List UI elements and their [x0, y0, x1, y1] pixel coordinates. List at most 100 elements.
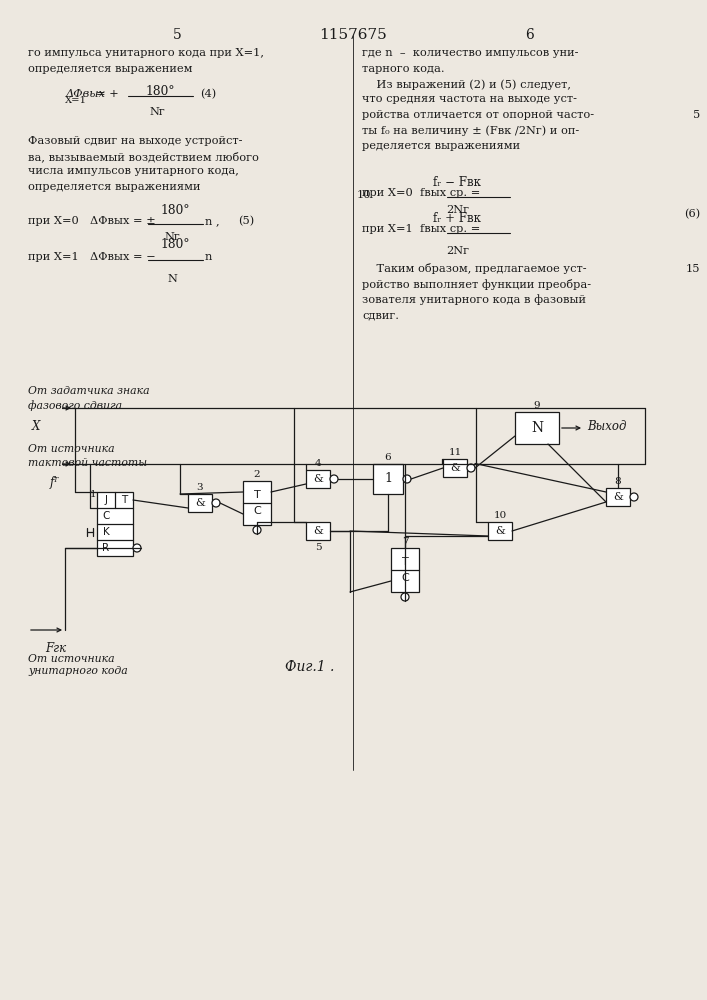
Text: 7: 7 [402, 537, 409, 546]
Text: &: & [495, 526, 505, 536]
Text: 6: 6 [385, 453, 391, 462]
Text: при X=0: при X=0 [362, 188, 413, 198]
Text: &: & [613, 492, 623, 502]
Circle shape [630, 493, 638, 501]
Text: при X=0: при X=0 [28, 216, 78, 226]
Text: Фиг.1 .: Фиг.1 . [286, 660, 334, 674]
Text: сдвиг.: сдвиг. [362, 310, 399, 320]
Text: Из выражений (2) и (5) следует,: Из выражений (2) и (5) следует, [362, 79, 571, 90]
Text: fᵀ: fᵀ [50, 476, 59, 489]
Text: = +: = + [96, 89, 119, 99]
Text: ΔΦвых: ΔΦвых [65, 89, 105, 99]
Text: ΔΦвых = −: ΔΦвых = − [90, 252, 156, 262]
Text: 2: 2 [254, 470, 260, 479]
Text: n ,: n , [205, 216, 220, 226]
Text: унитарного кода: унитарного кода [28, 666, 128, 676]
Text: X: X [32, 420, 40, 433]
Bar [488, 522, 512, 540]
Text: Fгк: Fгк [45, 642, 66, 655]
Text: T: T [402, 557, 409, 567]
Text: где n  –  количество импульсов уни-: где n – количество импульсов уни- [362, 48, 578, 58]
Bar [515, 412, 559, 444]
Bar [306, 470, 330, 488]
Text: ройство выполняет функции преобра-: ройство выполняет функции преобра- [362, 279, 591, 290]
Text: 8: 8 [614, 477, 621, 486]
Text: числа импульсов унитарного кода,: числа импульсов унитарного кода, [28, 166, 239, 176]
Text: 5: 5 [315, 543, 321, 552]
Text: ты f₀ на величину ± (Fвк /2Nг) и оп-: ты f₀ на величину ± (Fвк /2Nг) и оп- [362, 125, 579, 136]
Text: Фазовый сдвиг на выходе устройст-: Фазовый сдвиг на выходе устройст- [28, 135, 243, 145]
Text: ределяется выражениями: ределяется выражениями [362, 141, 520, 151]
Text: C: C [253, 506, 261, 516]
Text: &: & [195, 498, 205, 508]
Text: От задатчика знака: От задатчика знака [28, 386, 150, 396]
Circle shape [253, 526, 261, 534]
Text: 10: 10 [357, 190, 371, 200]
Text: Таким образом, предлагаемое уст-: Таким образом, предлагаемое уст- [362, 263, 587, 274]
Text: N: N [167, 273, 177, 284]
Text: (5): (5) [238, 216, 255, 226]
Bar [243, 481, 271, 525]
Text: 2Nг: 2Nг [447, 205, 469, 215]
Text: K: K [103, 527, 110, 537]
Text: 9: 9 [534, 401, 540, 410]
Text: фазового сдвига: фазового сдвига [28, 400, 122, 411]
Text: 6: 6 [525, 28, 534, 42]
Text: fвых ср. =: fвых ср. = [420, 188, 480, 198]
Bar [443, 459, 467, 477]
Text: 180°: 180° [160, 204, 189, 217]
Text: (6): (6) [684, 209, 700, 219]
Text: 10: 10 [493, 511, 507, 520]
Text: 1: 1 [90, 490, 96, 499]
Text: От источника: От источника [28, 444, 115, 454]
Text: C: C [103, 511, 110, 521]
Text: 4: 4 [315, 459, 321, 468]
Text: fвых ср. =: fвых ср. = [420, 225, 480, 234]
Text: 5: 5 [693, 110, 700, 120]
Circle shape [401, 593, 409, 601]
Bar [606, 488, 630, 506]
Text: От источника: От источника [28, 654, 115, 664]
Text: го импульса унитарного кода при X=1,: го импульса унитарного кода при X=1, [28, 48, 264, 58]
Text: ройства отличается от опорной часто-: ройства отличается от опорной часто- [362, 110, 594, 120]
Text: N: N [531, 421, 543, 435]
Circle shape [212, 499, 220, 507]
Text: Выход: Выход [587, 420, 626, 432]
Text: 1157675: 1157675 [319, 28, 387, 42]
Bar [373, 464, 403, 494]
Text: тарного кода.: тарного кода. [362, 64, 445, 74]
Text: C: C [401, 573, 409, 583]
Text: при X=1: при X=1 [28, 252, 78, 262]
Text: J: J [105, 495, 107, 505]
Bar [391, 548, 419, 592]
Text: &: & [450, 463, 460, 473]
Bar [306, 522, 330, 540]
Text: 1: 1 [384, 473, 392, 486]
Circle shape [330, 475, 338, 483]
Circle shape [403, 475, 411, 483]
Text: 11: 11 [448, 448, 462, 457]
Text: 2Nг: 2Nг [447, 246, 469, 256]
Text: T: T [254, 490, 260, 500]
Text: определяется выражением: определяется выражением [28, 64, 192, 74]
Text: R: R [103, 543, 110, 553]
Text: T: T [121, 495, 127, 505]
Text: определяется выражениями: определяется выражениями [28, 182, 201, 192]
Text: &: & [313, 474, 323, 484]
Text: fᵣ + Fвк: fᵣ + Fвк [433, 212, 481, 225]
Text: зователя унитарного кода в фазовый: зователя унитарного кода в фазовый [362, 294, 586, 305]
Text: X=1: X=1 [65, 96, 87, 105]
Text: &: & [313, 526, 323, 536]
Text: 180°: 180° [160, 238, 189, 251]
Text: ва, вызываемый воздействием любого: ва, вызываемый воздействием любого [28, 151, 259, 162]
Text: тактовой частоты: тактовой частоты [28, 458, 147, 468]
Text: Nг: Nг [164, 232, 180, 242]
Text: Nг: Nг [149, 107, 165, 117]
Text: n: n [205, 252, 212, 262]
Text: 180°: 180° [145, 85, 175, 98]
Text: при X=1: при X=1 [362, 225, 413, 234]
Text: 3: 3 [197, 483, 204, 492]
Text: 5: 5 [173, 28, 182, 42]
Circle shape [133, 544, 141, 552]
Text: (4): (4) [200, 89, 216, 99]
